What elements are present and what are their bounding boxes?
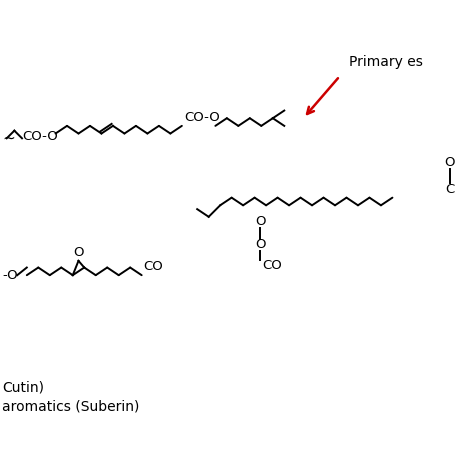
- Text: C: C: [445, 182, 454, 196]
- Text: O: O: [255, 238, 265, 251]
- Text: O: O: [73, 246, 84, 259]
- Text: Cutin): Cutin): [2, 380, 44, 394]
- Text: aromatics (Suberin): aromatics (Suberin): [2, 399, 139, 413]
- Text: -O: -O: [2, 269, 17, 282]
- Text: CO-O: CO-O: [22, 130, 58, 143]
- Text: CO: CO: [262, 259, 282, 272]
- Text: O: O: [445, 156, 455, 169]
- Text: Primary es: Primary es: [349, 55, 423, 69]
- Text: O: O: [255, 215, 265, 228]
- Text: CO: CO: [144, 260, 163, 273]
- Text: CO-O: CO-O: [184, 111, 219, 124]
- Text: ~: ~: [2, 131, 15, 146]
